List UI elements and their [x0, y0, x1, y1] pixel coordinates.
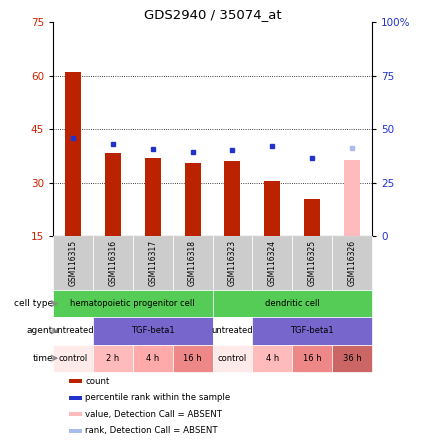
- Text: GSM116324: GSM116324: [268, 240, 277, 286]
- Bar: [173, 345, 212, 372]
- Bar: [93, 237, 133, 290]
- Bar: [264, 181, 280, 237]
- Text: dendritic cell: dendritic cell: [265, 299, 320, 308]
- Text: cell type: cell type: [14, 299, 53, 308]
- Bar: [212, 317, 252, 345]
- Text: GSM116315: GSM116315: [68, 240, 77, 286]
- Bar: [69, 380, 82, 383]
- Bar: [212, 290, 372, 317]
- Bar: [252, 237, 292, 290]
- Text: rank, Detection Call = ABSENT: rank, Detection Call = ABSENT: [85, 426, 218, 435]
- Text: GSM116318: GSM116318: [188, 240, 197, 286]
- Bar: [304, 199, 320, 237]
- Text: untreated: untreated: [212, 326, 253, 335]
- Bar: [69, 396, 82, 400]
- Text: value, Detection Call = ABSENT: value, Detection Call = ABSENT: [85, 410, 222, 419]
- Bar: [133, 237, 173, 290]
- Bar: [224, 162, 241, 237]
- Bar: [53, 345, 93, 372]
- Bar: [93, 345, 133, 372]
- Text: GSM116317: GSM116317: [148, 240, 157, 286]
- Bar: [212, 237, 252, 290]
- Bar: [173, 237, 212, 290]
- Text: 4 h: 4 h: [146, 354, 159, 363]
- Text: count: count: [85, 377, 110, 386]
- Bar: [65, 72, 81, 237]
- Bar: [252, 345, 292, 372]
- Bar: [292, 345, 332, 372]
- Text: 4 h: 4 h: [266, 354, 279, 363]
- Text: agent: agent: [27, 326, 53, 335]
- Text: GSM116325: GSM116325: [308, 240, 317, 286]
- Bar: [69, 429, 82, 432]
- Text: GSM116326: GSM116326: [348, 240, 357, 286]
- Text: 2 h: 2 h: [106, 354, 119, 363]
- Bar: [184, 163, 201, 237]
- Bar: [145, 158, 161, 237]
- Bar: [133, 345, 173, 372]
- Text: 36 h: 36 h: [343, 354, 361, 363]
- Bar: [292, 237, 332, 290]
- Text: hematopoietic progenitor cell: hematopoietic progenitor cell: [71, 299, 195, 308]
- Text: 16 h: 16 h: [183, 354, 202, 363]
- Text: control: control: [58, 354, 88, 363]
- Text: TGF-beta1: TGF-beta1: [131, 326, 175, 335]
- Text: time: time: [32, 354, 53, 363]
- Text: untreated: untreated: [52, 326, 94, 335]
- Text: control: control: [218, 354, 247, 363]
- Bar: [252, 317, 372, 345]
- Bar: [332, 237, 372, 290]
- Bar: [212, 345, 252, 372]
- Text: GSM116323: GSM116323: [228, 240, 237, 286]
- Bar: [344, 160, 360, 237]
- Text: percentile rank within the sample: percentile rank within the sample: [85, 393, 231, 402]
- Title: GDS2940 / 35074_at: GDS2940 / 35074_at: [144, 8, 281, 21]
- Bar: [93, 317, 212, 345]
- Bar: [53, 237, 93, 290]
- Text: GSM116316: GSM116316: [108, 240, 117, 286]
- Bar: [69, 412, 82, 416]
- Bar: [332, 345, 372, 372]
- Text: TGF-beta1: TGF-beta1: [290, 326, 334, 335]
- Bar: [105, 153, 121, 237]
- Bar: [53, 317, 93, 345]
- Text: 16 h: 16 h: [303, 354, 321, 363]
- Bar: [53, 290, 212, 317]
